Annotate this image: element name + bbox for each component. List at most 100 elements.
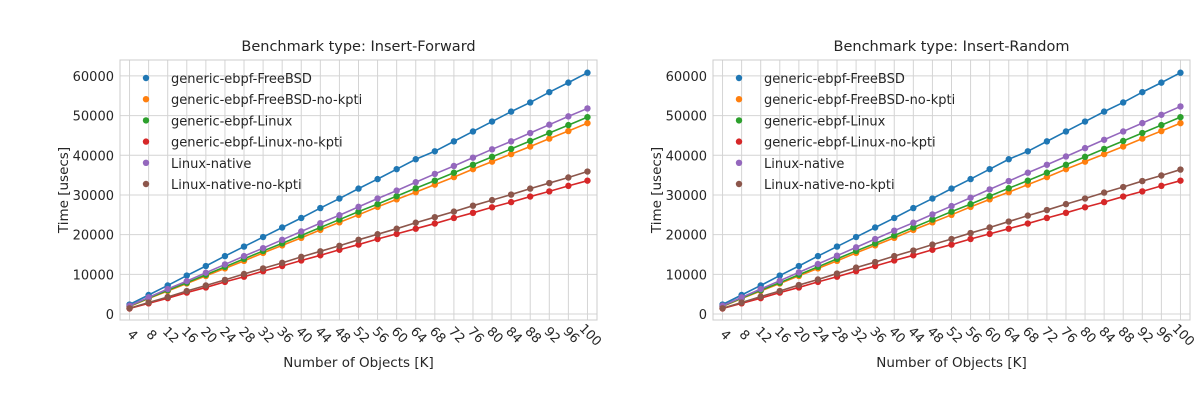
y-tick-label: 0 <box>106 308 114 323</box>
legend-marker <box>735 180 743 188</box>
data-point <box>469 202 477 209</box>
x-tick-label: 40 <box>886 324 908 346</box>
data-point <box>469 154 477 161</box>
data-point <box>565 79 572 86</box>
legend: generic-ebpf-FreeBSD generic-ebpf-FreeBSD… <box>735 72 955 193</box>
y-tick-label: 20000 <box>666 229 707 244</box>
data-point <box>298 214 305 222</box>
series-1 <box>719 69 1184 308</box>
y-tick-label: 60000 <box>73 70 114 85</box>
data-point <box>795 262 803 270</box>
data-point <box>1024 148 1032 155</box>
data-point <box>986 224 993 231</box>
data-point <box>1043 138 1051 145</box>
data-point <box>1158 127 1165 135</box>
y-tick-label: 20000 <box>73 229 114 244</box>
data-point <box>929 216 936 223</box>
data-point <box>527 129 534 137</box>
x-tick-label: 24 <box>216 324 238 346</box>
data-point <box>488 153 496 161</box>
data-point <box>1120 137 1127 145</box>
x-tick-label: 44 <box>905 324 927 346</box>
y-axis-label: Time [usecs] <box>649 147 665 234</box>
data-point <box>967 235 974 243</box>
x-axis-label: Number of Objects [K] <box>283 355 434 371</box>
data-point <box>527 137 534 145</box>
data-point <box>833 270 841 277</box>
data-point <box>795 281 803 289</box>
data-point <box>374 235 381 243</box>
data-point <box>546 135 553 142</box>
data-point <box>584 177 591 184</box>
data-point <box>1043 169 1051 176</box>
data-point <box>393 230 400 238</box>
data-point <box>507 108 515 115</box>
series-6 <box>126 168 591 312</box>
data-point <box>948 185 955 192</box>
x-tick-label: 76 <box>1057 324 1079 346</box>
data-point <box>527 99 534 106</box>
data-point <box>1081 204 1089 211</box>
data-point <box>1177 113 1184 121</box>
data-point <box>393 165 400 173</box>
data-point <box>527 193 534 200</box>
legend-label: generic-ebpf-Linux <box>764 114 886 129</box>
data-point <box>488 196 496 204</box>
x-tick-label: 28 <box>828 324 850 346</box>
data-point <box>1081 153 1089 161</box>
legend-label: Linux-native-no-kpti <box>171 178 302 193</box>
data-point <box>145 299 152 306</box>
x-tick-label: 68 <box>1019 324 1041 346</box>
data-point <box>1062 161 1070 168</box>
data-point <box>910 204 917 212</box>
data-point <box>183 277 190 285</box>
data-point <box>795 269 803 276</box>
data-point <box>1081 158 1089 165</box>
data-point <box>910 247 917 254</box>
y-axis-label: Time [usecs] <box>56 147 72 234</box>
x-tick-label: 8 <box>143 327 159 343</box>
data-point <box>929 195 936 202</box>
legend-label: Linux-native <box>764 157 844 172</box>
y-tick-label: 0 <box>699 308 707 323</box>
data-point <box>431 148 439 155</box>
data-point <box>546 188 553 195</box>
data-point <box>412 179 419 186</box>
x-tick-label: 92 <box>1134 324 1156 346</box>
data-point <box>1177 166 1184 173</box>
data-point <box>1024 169 1032 176</box>
data-point <box>719 305 726 312</box>
x-tick-label: 32 <box>847 324 869 346</box>
x-tick-label: 48 <box>924 324 946 346</box>
data-point <box>259 244 267 252</box>
data-point <box>1043 161 1051 168</box>
data-point <box>183 272 190 279</box>
data-point <box>546 88 553 96</box>
data-point <box>488 204 496 211</box>
data-point <box>584 168 591 175</box>
x-tick-label: 8 <box>736 327 752 343</box>
data-point <box>507 198 515 206</box>
x-tick-label: 20 <box>790 324 812 346</box>
legend-marker <box>735 96 743 103</box>
data-point <box>431 213 439 221</box>
data-point <box>1043 214 1051 222</box>
data-point <box>757 293 764 300</box>
legend-marker <box>142 117 150 124</box>
data-point <box>1100 145 1108 153</box>
data-point <box>910 224 917 231</box>
data-point <box>336 242 343 249</box>
data-point <box>278 259 286 267</box>
data-point <box>527 185 534 192</box>
data-point <box>891 227 898 234</box>
data-point <box>546 129 553 137</box>
data-point <box>412 219 419 226</box>
data-point <box>1100 108 1108 115</box>
data-point <box>298 253 305 261</box>
data-point <box>1139 129 1146 137</box>
data-point <box>891 232 898 239</box>
data-point <box>336 212 343 219</box>
data-point <box>948 235 955 243</box>
data-point <box>164 285 171 293</box>
data-point <box>1120 193 1127 200</box>
